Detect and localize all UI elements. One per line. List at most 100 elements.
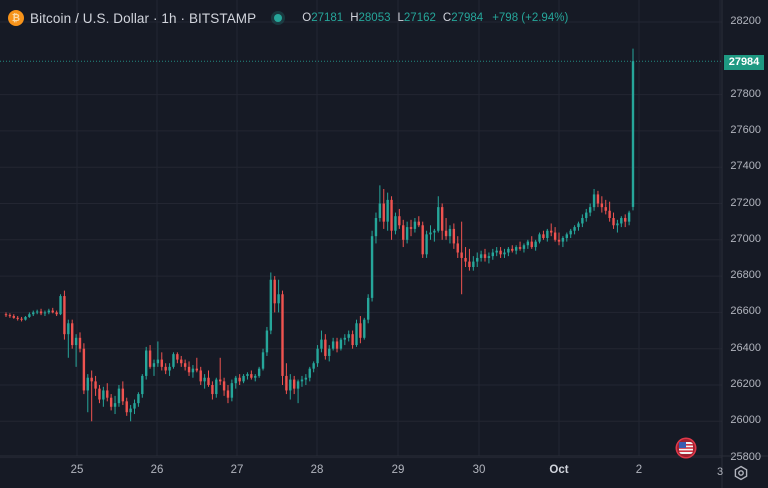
candle [565,232,568,242]
candle [530,236,533,249]
chart-legend: ₿ Bitcoin / U.S. Dollar · 1h · BITSTAMP … [8,9,568,27]
gear-icon[interactable] [733,465,749,481]
candle [328,345,331,362]
candle [499,247,502,258]
candle [82,343,86,395]
close-key: C [442,12,452,24]
candle [363,317,366,340]
candle [148,345,152,369]
candle [627,210,631,226]
candle [577,221,580,231]
candle [168,363,171,376]
price-axis-label: 26200 [730,378,761,390]
candle [538,232,541,244]
candle [588,203,592,217]
candle [355,319,358,347]
change-value: +798 (+2.94%) [492,12,569,24]
candle [250,370,253,380]
candle [370,230,374,302]
candle [476,252,479,268]
candle [230,379,234,402]
candle [94,375,97,396]
candle [125,397,128,416]
candle [211,381,214,400]
candle [78,332,82,353]
candle [187,361,191,376]
candle [12,314,15,319]
candle [433,228,436,242]
timezone-number[interactable]: 3 [717,466,724,478]
price-axis-label: 27000 [730,232,761,245]
candle [600,196,604,213]
candle [347,330,350,342]
candle [109,394,113,411]
candle [394,212,397,235]
candle [137,392,140,407]
price-axis-label: 26600 [730,305,761,318]
time-axis-label: 25 [70,464,84,476]
candle [234,375,237,389]
candle [495,247,498,257]
candle [553,227,557,242]
candle [402,219,405,248]
candle [199,366,202,385]
candle [141,374,144,398]
candle [4,312,8,317]
candle [483,248,487,262]
candle [390,196,393,240]
candle [409,219,413,237]
candle [456,236,459,258]
candle [444,218,448,240]
candle [285,363,288,395]
candle [378,185,382,222]
candle [316,345,319,367]
high-value: 28053 [358,12,391,24]
symbol-title[interactable]: Bitcoin / U.S. Dollar · 1h · BITSTAMP [30,10,257,26]
time-axis-label: Oct [549,464,569,476]
low-key: L [397,12,404,24]
high-key: H [350,12,359,24]
candle [281,290,284,385]
candle [292,375,296,395]
candle [542,230,545,240]
price-axis-label: 26800 [730,269,761,282]
candle [156,341,160,367]
candle [312,361,315,373]
candle [20,316,23,322]
candle [581,214,584,228]
candle [440,203,444,240]
candle [98,385,101,404]
candle [464,247,467,268]
last-price-label: 27984 [724,55,764,70]
candle [277,279,280,313]
candle [405,221,409,244]
candle [218,357,222,385]
candle [546,228,549,242]
candle [51,307,54,314]
price-axis-label: 25800 [730,450,761,463]
candle [487,252,491,264]
candle [55,310,58,317]
time-axis-label: 26 [150,464,164,476]
candle [296,379,300,404]
ohlc-values: O27181 H28053 L27162 C27984 +798 (+2.94%… [302,12,568,24]
candle [191,365,195,378]
candle [608,201,611,222]
candle [479,250,483,262]
candle [596,190,600,208]
price-axis-label: 28200 [730,15,761,27]
candle [514,245,518,255]
candle [386,192,389,231]
time-axis-label: 2 [635,464,643,476]
candle [339,337,343,351]
candle [448,225,452,244]
candle [222,377,226,396]
candle [491,248,495,260]
candle [195,357,199,373]
candle [503,248,506,258]
candle [273,276,276,313]
us-flag-icon[interactable] [677,439,695,457]
candle [106,383,109,402]
